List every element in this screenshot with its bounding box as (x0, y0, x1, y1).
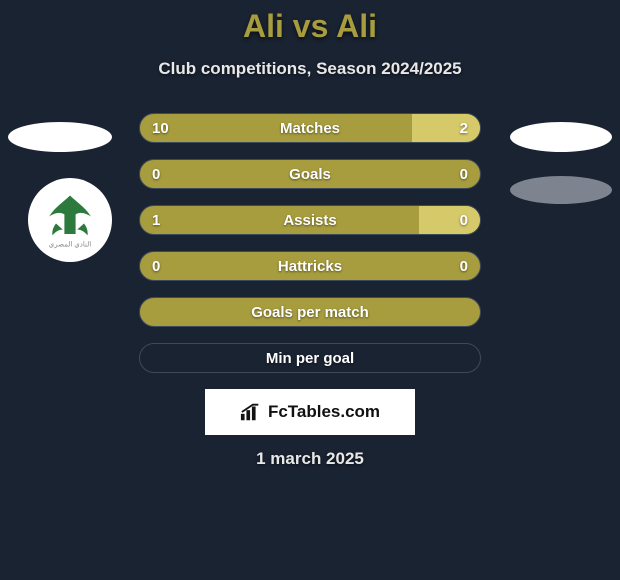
svg-text:النادي المصري: النادي المصري (49, 241, 91, 249)
stat-value-right: 0 (460, 166, 468, 183)
stat-value-left: 1 (152, 212, 160, 229)
stat-value-right: 2 (460, 120, 468, 137)
stat-label: Min per goal (266, 350, 354, 367)
eagle-crest-icon: النادي المصري (35, 185, 105, 255)
stat-bar: 0 Hattricks 0 (139, 251, 481, 281)
stat-label: Hattricks (278, 258, 342, 275)
stat-bar-fill-right (419, 206, 480, 234)
brand-text: FcTables.com (268, 402, 380, 422)
player-left-placeholder (8, 122, 112, 152)
stat-label: Goals per match (251, 304, 369, 321)
date-label: 1 march 2025 (0, 449, 620, 469)
stat-bar: 0 Goals 0 (139, 159, 481, 189)
chart-icon (240, 402, 262, 422)
stat-value-left: 0 (152, 166, 160, 183)
stat-bar: 10 Matches 2 (139, 113, 481, 143)
stat-label: Goals (289, 166, 331, 183)
player-right-placeholder (510, 122, 612, 152)
stats-panel: 10 Matches 2 0 Goals 0 1 Assists 0 0 Hattricks 0 Goa… (139, 113, 481, 373)
stat-value-right: 0 (460, 258, 468, 275)
stat-bar-fill-right (412, 114, 480, 142)
stat-label: Matches (280, 120, 340, 137)
stat-bar: Goals per match (139, 297, 481, 327)
team-right-placeholder (510, 176, 612, 204)
subtitle: Club competitions, Season 2024/2025 (0, 59, 620, 79)
stat-value-left: 10 (152, 120, 169, 137)
stat-value-right: 0 (460, 212, 468, 229)
stat-label: Assists (283, 212, 336, 229)
brand-badge: FcTables.com (205, 389, 415, 435)
stat-bar: 1 Assists 0 (139, 205, 481, 235)
club-badge-left: النادي المصري (28, 178, 112, 262)
page-title: Ali vs Ali (0, 8, 620, 45)
stat-value-left: 0 (152, 258, 160, 275)
stat-bar: Min per goal (139, 343, 481, 373)
